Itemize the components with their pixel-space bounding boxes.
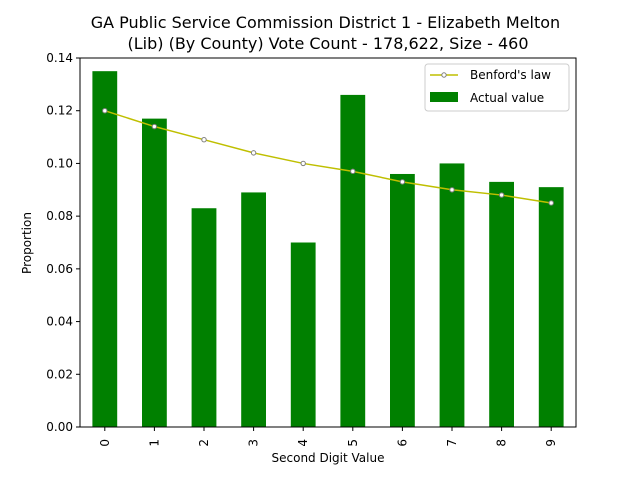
benford-point-5: [350, 168, 356, 175]
bar-2: [191, 208, 217, 427]
y-tick-label: 0.14: [46, 51, 73, 65]
benford-point-3: [250, 150, 257, 156]
chart-title: GA Public Service Commission District 1 …: [91, 13, 566, 53]
chart-title-line-2: (Lib) (By County) Vote Count - 178,622, …: [128, 34, 529, 53]
y-tick-label: 0.12: [46, 104, 73, 118]
benford-point-4: [300, 160, 306, 167]
chart-title-line-1: GA Public Service Commission District 1 …: [91, 13, 560, 32]
benford-point-1: [151, 123, 158, 130]
x-tick-label: 2: [197, 439, 211, 447]
benford-point-2: [201, 137, 207, 143]
y-tick-label: 0.08: [46, 209, 73, 223]
y-tick-label: 0.04: [46, 315, 73, 329]
y-tick-label: 0.02: [46, 367, 73, 381]
bar-3: [241, 192, 266, 427]
benford-point-0: [102, 108, 108, 114]
y-axis: 0.00 0.02 0.04 0.06 0.08 0.10 0.12 0.14: [46, 51, 80, 434]
x-tick-label: 1: [147, 439, 161, 447]
bar-8: [489, 181, 514, 427]
bar-7: [439, 163, 465, 427]
x-axis-label: Second Digit Value: [272, 451, 385, 465]
bar-5: [340, 94, 366, 428]
benford-line-group: [102, 108, 554, 206]
x-tick-label: 5: [346, 439, 360, 447]
legend-label-actual: Actual value: [470, 91, 544, 105]
x-tick-label: 6: [395, 439, 409, 447]
bar-9: [538, 187, 564, 427]
bar-4: [290, 242, 316, 427]
legend: Benford's law Actual value: [424, 63, 570, 112]
benford-point-8: [498, 192, 505, 198]
legend-label-benford: Benford's law: [470, 68, 551, 82]
x-axis: 0 1 2 3 4 5 6 7 8 9: [98, 427, 558, 447]
benford-point-9: [548, 200, 554, 206]
x-tick-label: 3: [247, 439, 261, 447]
plot-frame: [79, 57, 577, 428]
x-tick-label: 4: [296, 439, 310, 447]
benford-line: [104, 109, 552, 204]
benford-point-6: [399, 179, 406, 185]
bar-1: [142, 118, 167, 427]
bars-group: [92, 71, 564, 428]
y-axis-label: Proportion: [20, 212, 34, 274]
legend-line-marker: [441, 72, 447, 78]
y-tick-label: 0.10: [46, 156, 73, 170]
x-tick-label: 0: [98, 439, 112, 447]
x-tick-label: 9: [544, 439, 558, 447]
bar-0: [92, 71, 118, 427]
legend-box: [424, 63, 570, 112]
y-tick-label: 0.00: [46, 420, 73, 434]
legend-bar-swatch: [430, 92, 458, 102]
bar-6: [390, 173, 415, 427]
y-tick-label: 0.06: [46, 262, 73, 276]
x-tick-label: 7: [445, 439, 459, 447]
x-tick-label: 8: [495, 439, 509, 447]
benford-point-7: [449, 187, 455, 193]
